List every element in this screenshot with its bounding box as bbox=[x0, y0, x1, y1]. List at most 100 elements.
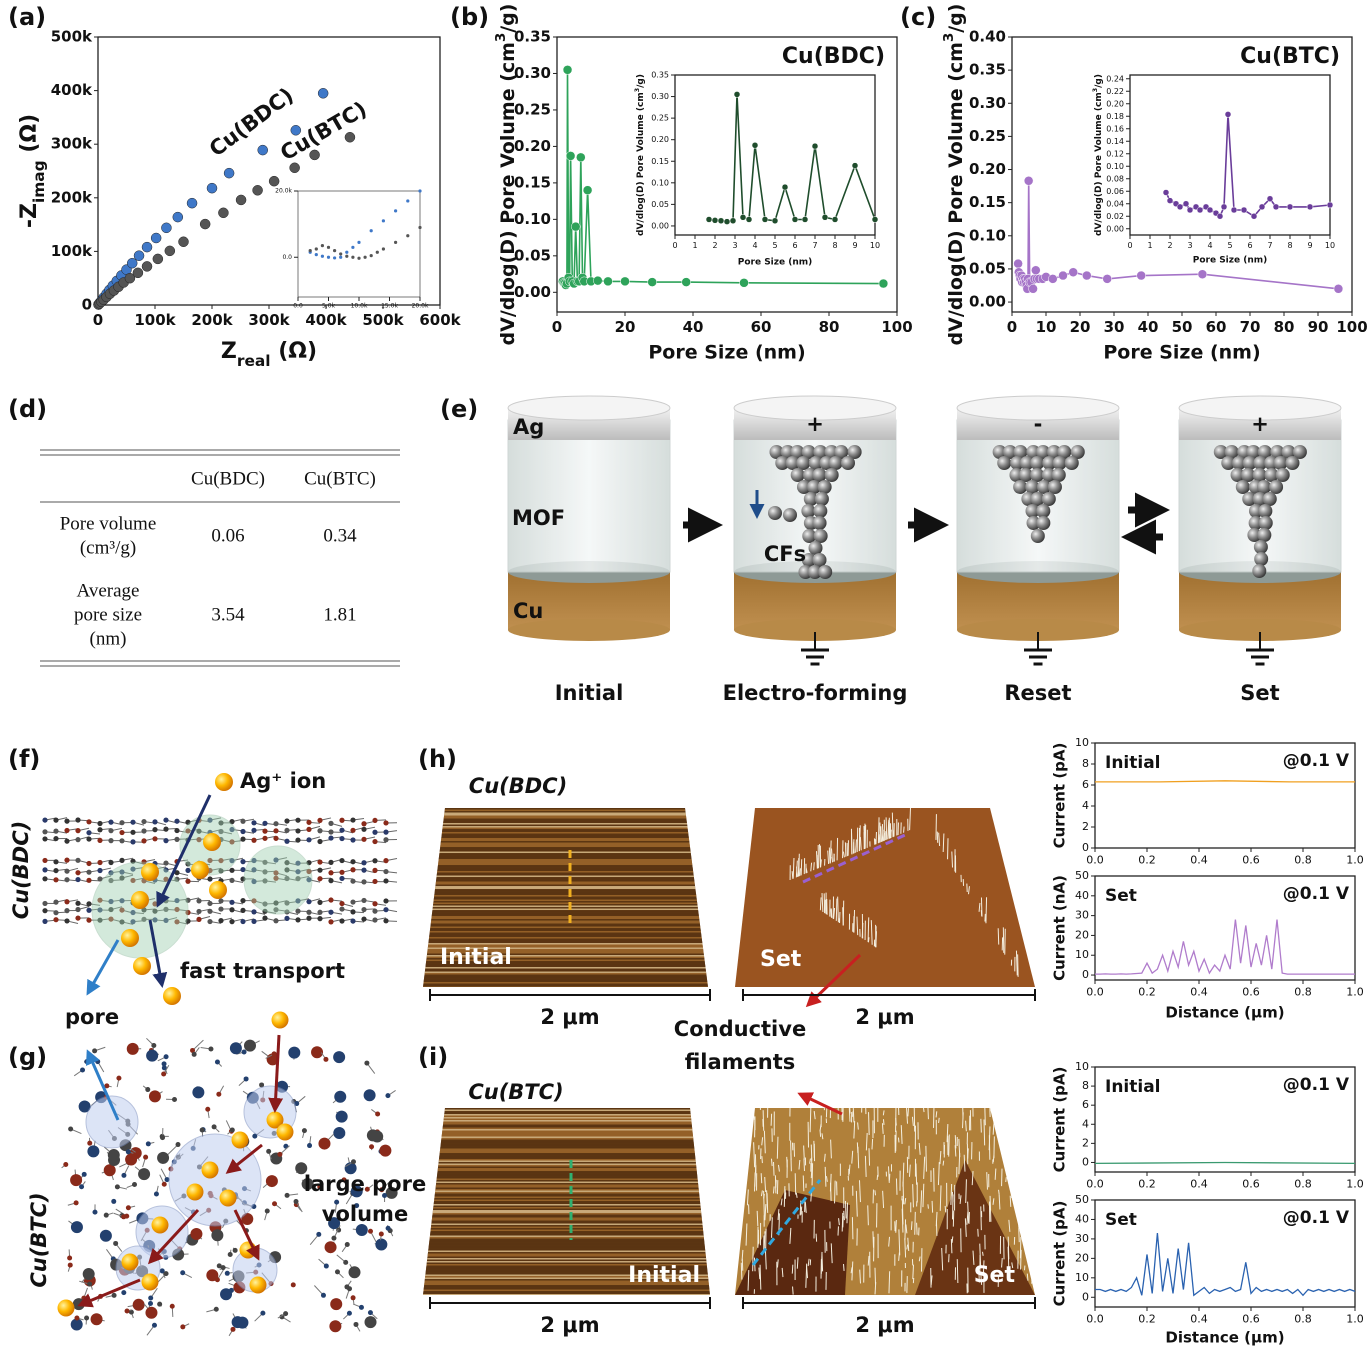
afm-line bbox=[423, 1136, 710, 1139]
afm-line bbox=[423, 923, 708, 926]
afm-line bbox=[423, 953, 708, 956]
point bbox=[326, 245, 331, 249]
afm-spike bbox=[796, 866, 798, 877]
x-tick-label: 10 bbox=[1325, 241, 1335, 250]
afm-spike bbox=[824, 1166, 827, 1187]
metal-atom bbox=[1057, 445, 1072, 459]
afm-line bbox=[423, 835, 708, 837]
afm-line bbox=[423, 1144, 710, 1146]
afm-line bbox=[423, 925, 708, 927]
point bbox=[1272, 203, 1280, 211]
afm-spike bbox=[1015, 1142, 1018, 1149]
atom bbox=[163, 917, 169, 924]
afm-spike bbox=[933, 1108, 935, 1128]
point bbox=[1102, 274, 1112, 284]
atom bbox=[126, 1042, 139, 1055]
afm-line bbox=[423, 1280, 710, 1283]
axis-label: Distance (μm) bbox=[1165, 1329, 1284, 1347]
afm-line bbox=[423, 880, 708, 882]
atom bbox=[290, 1282, 296, 1288]
afm-spike bbox=[1009, 1195, 1012, 1207]
afm-line bbox=[423, 985, 708, 987]
pore-label: large pore bbox=[304, 1172, 426, 1196]
afm-spike bbox=[880, 826, 882, 842]
afm-line bbox=[423, 1174, 710, 1176]
x-tick-label: 60 bbox=[1206, 318, 1227, 336]
atom bbox=[130, 839, 136, 845]
y-tick-label: 400k bbox=[51, 81, 93, 99]
atom bbox=[277, 1151, 283, 1157]
afm-spike bbox=[935, 1211, 938, 1227]
afm-spike bbox=[740, 1262, 743, 1280]
afm-line bbox=[423, 1201, 710, 1203]
atom bbox=[157, 1301, 163, 1307]
atom bbox=[301, 1177, 314, 1190]
afm-spike bbox=[815, 1233, 818, 1242]
atom bbox=[240, 859, 246, 865]
y-tick-label: 8 bbox=[1082, 1079, 1089, 1092]
atom bbox=[251, 898, 257, 904]
atom bbox=[75, 915, 81, 921]
bias-label: - bbox=[1034, 412, 1043, 436]
afm-line bbox=[423, 862, 708, 864]
row-label: Average bbox=[77, 580, 140, 601]
x-tick-label: 1 bbox=[692, 241, 697, 250]
afm-line bbox=[423, 1214, 710, 1217]
y-tick-label: 0.30 bbox=[969, 94, 1006, 112]
atom bbox=[108, 898, 114, 905]
afm-spike bbox=[1018, 1222, 1020, 1243]
afm-spike bbox=[992, 1198, 995, 1205]
axis-label-part: /g) bbox=[1094, 74, 1104, 88]
x-tick-label: 6 bbox=[792, 241, 797, 250]
afm-spike bbox=[948, 1134, 950, 1157]
atom bbox=[75, 817, 81, 823]
point bbox=[345, 254, 349, 258]
atom bbox=[218, 820, 224, 826]
atom bbox=[207, 817, 213, 823]
afm-line bbox=[423, 1210, 710, 1212]
atom bbox=[121, 1290, 127, 1296]
atom bbox=[317, 1184, 323, 1190]
atom bbox=[284, 860, 290, 866]
atom bbox=[361, 916, 367, 922]
ag-ion bbox=[163, 987, 181, 1005]
point bbox=[186, 197, 198, 209]
atom bbox=[53, 817, 59, 823]
panel-label: (f) bbox=[8, 745, 40, 773]
x-tick-label: 0.4 bbox=[1190, 1178, 1208, 1191]
atom bbox=[346, 1310, 352, 1316]
point bbox=[235, 194, 247, 206]
x-tick-label: 10 bbox=[870, 241, 880, 250]
afm-line bbox=[423, 940, 708, 942]
metal-atom bbox=[801, 553, 816, 567]
afm-spike bbox=[877, 817, 880, 844]
afm-spike bbox=[754, 1172, 756, 1192]
y-tick-label: 8 bbox=[1082, 757, 1089, 770]
atom bbox=[152, 908, 158, 914]
afm-spike bbox=[922, 1183, 925, 1208]
atom bbox=[169, 1303, 175, 1309]
axis-label: Current (nA) bbox=[1051, 875, 1069, 981]
atom bbox=[229, 1042, 242, 1055]
atom bbox=[196, 828, 202, 834]
x-tick-label: 0.6 bbox=[1242, 986, 1260, 999]
atom bbox=[63, 1161, 69, 1167]
atom bbox=[130, 819, 136, 825]
atom bbox=[180, 1324, 186, 1330]
point bbox=[1216, 213, 1224, 220]
atom bbox=[114, 1184, 120, 1190]
point bbox=[647, 277, 657, 287]
atom bbox=[350, 1185, 363, 1198]
point bbox=[771, 217, 779, 225]
afm-spike bbox=[819, 1129, 822, 1137]
metal-atom bbox=[801, 504, 816, 518]
atom bbox=[229, 919, 235, 925]
point bbox=[1031, 265, 1041, 276]
atom bbox=[306, 877, 312, 883]
atom bbox=[116, 1075, 122, 1081]
atom bbox=[108, 906, 114, 913]
afm-line bbox=[423, 1288, 710, 1290]
mof-layer bbox=[507, 419, 671, 573]
afm-spike bbox=[848, 1164, 851, 1175]
point bbox=[394, 209, 398, 213]
